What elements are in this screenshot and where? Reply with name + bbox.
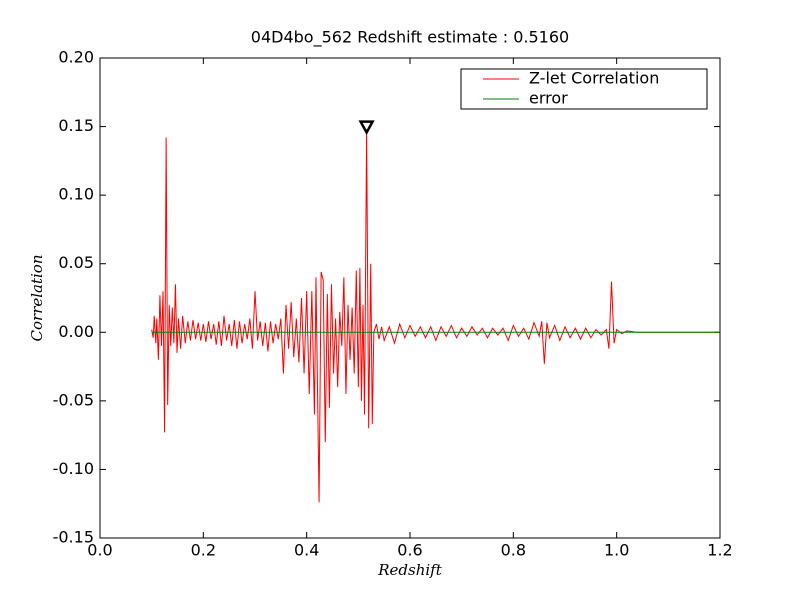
- chart-title: 04D4bo_562 Redshift estimate : 0.5160: [251, 28, 569, 48]
- y-tick-label: -0.15: [53, 528, 94, 547]
- y-tick-label: -0.05: [53, 390, 94, 409]
- x-axis-label: Redshift: [377, 561, 442, 579]
- x-tick-label: 0.4: [294, 541, 319, 560]
- peak-marker: [358, 120, 375, 136]
- y-tick-label: 0.20: [58, 48, 94, 67]
- x-tick-label: 0.8: [501, 541, 526, 560]
- y-tick-label: -0.10: [53, 459, 94, 478]
- y-tick-label: 0.10: [58, 185, 94, 204]
- x-tick-label: 1.2: [707, 541, 732, 560]
- x-tick-label: 0.2: [191, 541, 216, 560]
- legend-label: error: [529, 89, 568, 108]
- plot-frame: [99, 57, 721, 539]
- y-tick-label: 0.15: [58, 116, 94, 135]
- x-tick-label: 1.0: [604, 541, 629, 560]
- y-tick-label: 0.05: [58, 253, 94, 272]
- y-tick-label: 0.00: [58, 322, 94, 341]
- x-tick-label: 0.0: [87, 541, 112, 560]
- legend-box: [460, 68, 708, 110]
- x-tick-label: 0.6: [397, 541, 422, 560]
- legend-label: Z-let Correlation: [529, 69, 659, 88]
- series-line: [151, 129, 720, 503]
- y-axis-label: Correlation: [28, 255, 46, 342]
